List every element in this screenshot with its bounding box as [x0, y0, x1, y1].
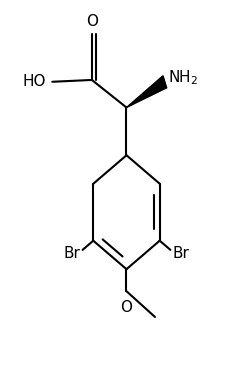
Text: Br: Br: [63, 246, 80, 261]
Polygon shape: [126, 76, 166, 107]
Text: O: O: [85, 14, 98, 29]
Text: O: O: [120, 300, 132, 316]
Text: HO: HO: [22, 74, 46, 89]
Text: NH$_2$: NH$_2$: [168, 69, 198, 87]
Text: Br: Br: [172, 246, 189, 261]
